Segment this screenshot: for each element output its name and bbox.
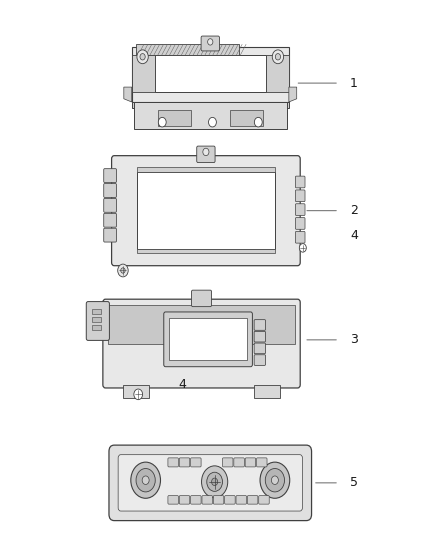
FancyBboxPatch shape	[109, 445, 311, 521]
Circle shape	[208, 117, 216, 127]
Circle shape	[272, 50, 284, 63]
Circle shape	[137, 50, 148, 63]
FancyBboxPatch shape	[191, 496, 201, 504]
FancyBboxPatch shape	[179, 458, 190, 467]
FancyBboxPatch shape	[168, 458, 178, 467]
FancyBboxPatch shape	[191, 290, 212, 306]
Bar	[132, 55, 155, 92]
FancyBboxPatch shape	[257, 458, 267, 467]
Polygon shape	[132, 102, 289, 108]
FancyBboxPatch shape	[104, 228, 117, 242]
FancyBboxPatch shape	[259, 496, 269, 504]
FancyBboxPatch shape	[164, 312, 252, 367]
FancyBboxPatch shape	[179, 496, 190, 504]
Polygon shape	[289, 87, 297, 102]
Bar	[169, 318, 247, 360]
Circle shape	[260, 462, 290, 498]
Circle shape	[265, 469, 285, 492]
FancyBboxPatch shape	[112, 156, 300, 266]
Circle shape	[208, 39, 213, 45]
Circle shape	[158, 117, 166, 127]
FancyBboxPatch shape	[295, 204, 305, 215]
FancyBboxPatch shape	[236, 496, 247, 504]
FancyBboxPatch shape	[295, 176, 305, 188]
Circle shape	[134, 389, 143, 400]
Bar	[123, 385, 149, 398]
FancyBboxPatch shape	[202, 496, 212, 504]
FancyBboxPatch shape	[295, 231, 305, 243]
Circle shape	[272, 476, 279, 484]
Polygon shape	[132, 47, 289, 102]
Bar	[134, 102, 287, 128]
Circle shape	[121, 268, 125, 273]
Bar	[92, 309, 101, 314]
Bar	[155, 55, 266, 92]
Circle shape	[203, 148, 209, 156]
Text: 2: 2	[350, 204, 358, 217]
Bar	[137, 167, 275, 172]
Circle shape	[142, 476, 149, 484]
Text: 4: 4	[350, 229, 358, 242]
Circle shape	[212, 478, 218, 486]
FancyBboxPatch shape	[225, 496, 235, 504]
Text: 4: 4	[178, 378, 186, 391]
FancyBboxPatch shape	[104, 198, 117, 212]
Bar	[108, 305, 295, 344]
FancyBboxPatch shape	[223, 458, 233, 467]
Text: 3: 3	[350, 333, 358, 346]
Circle shape	[201, 466, 228, 498]
Polygon shape	[124, 87, 132, 102]
Text: 1: 1	[350, 77, 358, 90]
FancyBboxPatch shape	[234, 458, 244, 467]
FancyBboxPatch shape	[213, 496, 224, 504]
FancyBboxPatch shape	[197, 146, 215, 163]
FancyBboxPatch shape	[168, 496, 178, 504]
Bar	[158, 110, 191, 126]
FancyBboxPatch shape	[247, 496, 258, 504]
FancyBboxPatch shape	[295, 217, 305, 229]
FancyBboxPatch shape	[191, 458, 201, 467]
Bar	[92, 317, 101, 322]
Text: 5: 5	[350, 477, 358, 489]
FancyBboxPatch shape	[104, 183, 117, 197]
FancyBboxPatch shape	[118, 455, 302, 511]
Circle shape	[118, 264, 128, 277]
Bar	[136, 44, 239, 55]
Circle shape	[140, 54, 145, 60]
Circle shape	[254, 117, 262, 127]
Circle shape	[207, 472, 223, 491]
FancyBboxPatch shape	[86, 302, 110, 341]
Bar	[137, 172, 275, 249]
Circle shape	[299, 244, 306, 252]
Bar	[137, 249, 275, 254]
Circle shape	[136, 469, 155, 492]
FancyBboxPatch shape	[254, 320, 265, 330]
FancyBboxPatch shape	[245, 458, 256, 467]
FancyBboxPatch shape	[254, 332, 265, 342]
Circle shape	[131, 462, 160, 498]
Bar	[92, 325, 101, 330]
FancyBboxPatch shape	[103, 299, 300, 388]
Bar	[266, 55, 289, 92]
FancyBboxPatch shape	[295, 190, 305, 201]
FancyBboxPatch shape	[254, 343, 265, 354]
FancyBboxPatch shape	[104, 168, 117, 182]
Circle shape	[276, 54, 281, 60]
Bar	[254, 385, 280, 398]
Bar	[230, 110, 263, 126]
FancyBboxPatch shape	[201, 36, 219, 51]
FancyBboxPatch shape	[254, 355, 265, 366]
FancyBboxPatch shape	[104, 213, 117, 227]
